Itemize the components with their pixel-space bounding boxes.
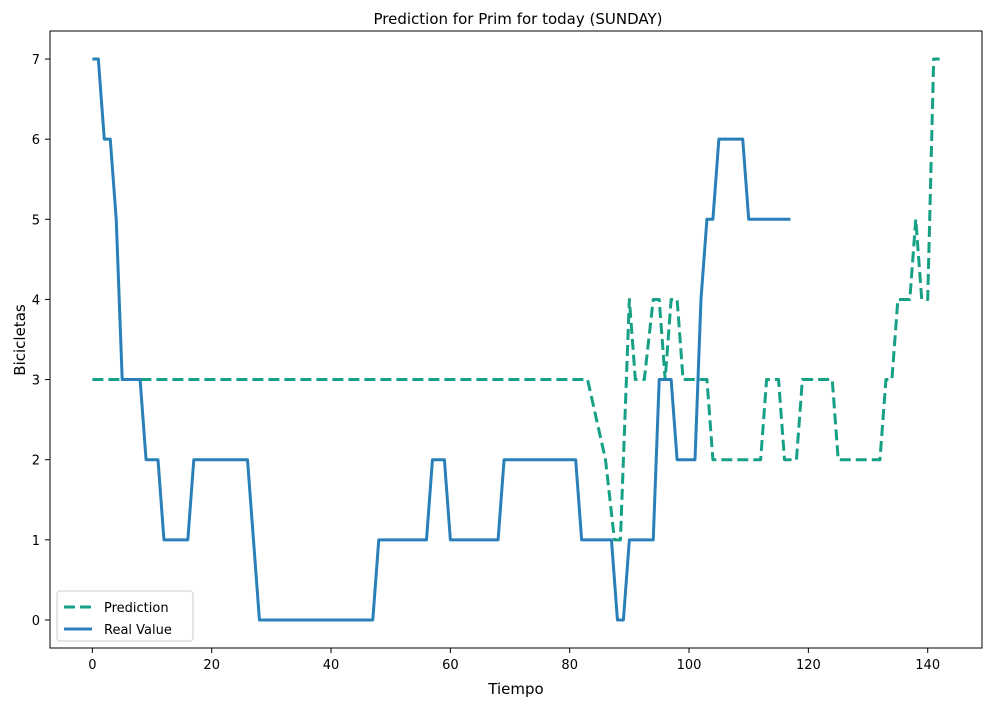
- x-axis-label: Tiempo: [487, 680, 543, 698]
- y-tick-label: 6: [32, 133, 40, 148]
- x-tick-label: 20: [203, 658, 220, 673]
- x-tick-label: 100: [677, 658, 702, 673]
- legend-label: Prediction: [104, 601, 169, 616]
- chart-title: Prediction for Prim for today (SUNDAY): [374, 10, 663, 28]
- legend-label: Real Value: [104, 623, 172, 638]
- x-tick-label: 120: [796, 658, 821, 673]
- y-axis-label: Bicicletas: [11, 304, 29, 376]
- y-tick-label: 1: [32, 534, 40, 549]
- x-axis: 0 20 40 60 80 100 120 140: [88, 648, 940, 673]
- y-tick-label: 5: [32, 213, 40, 228]
- x-tick-label: 80: [561, 658, 578, 673]
- plot-frame: [49, 30, 983, 649]
- x-tick-label: 0: [88, 658, 96, 673]
- x-tick-label: 60: [442, 658, 459, 673]
- y-tick-label: 4: [32, 293, 40, 308]
- y-tick-label: 7: [32, 53, 40, 68]
- x-tick-label: 40: [323, 658, 340, 673]
- y-axis: 0 1 2 3 4 5 6 7: [32, 53, 50, 629]
- legend: Prediction Real Value: [56, 590, 194, 642]
- series-line-real-value: [92, 57, 791, 622]
- y-tick-label: 2: [32, 454, 40, 469]
- series-layer: [92, 57, 940, 622]
- x-tick-label: 140: [915, 658, 940, 673]
- y-tick-label: 0: [32, 614, 40, 629]
- series-line-prediction: [92, 57, 940, 542]
- y-tick-label: 3: [32, 374, 40, 389]
